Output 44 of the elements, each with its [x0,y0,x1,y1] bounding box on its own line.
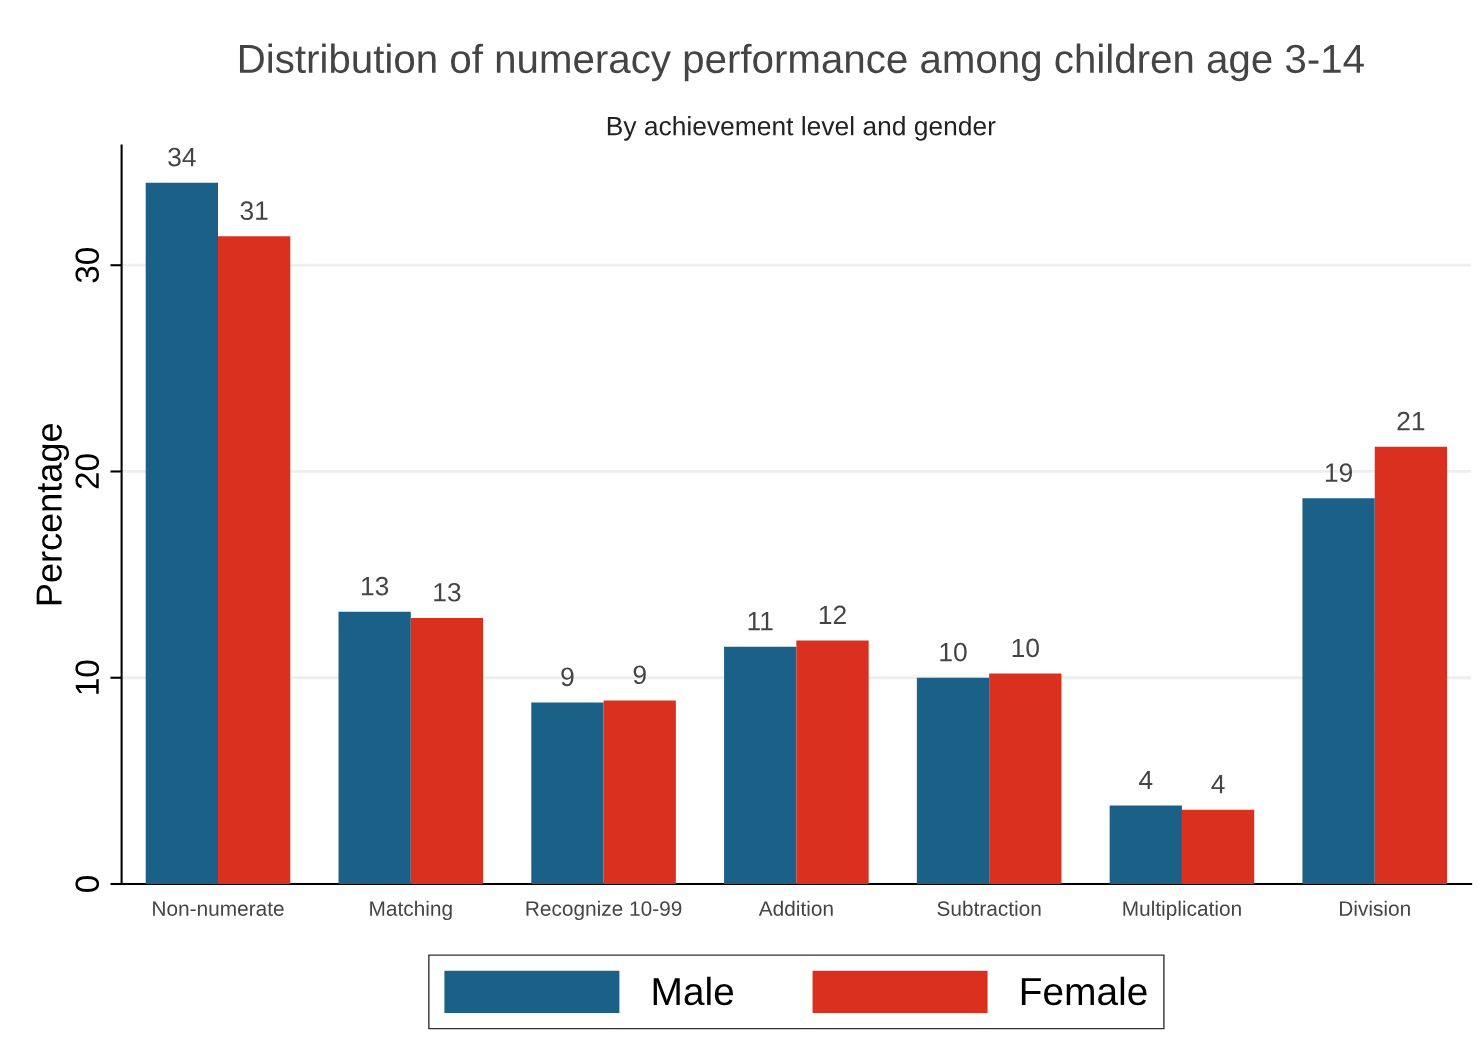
bar [338,611,411,884]
legend-label: Female [1021,976,1147,1006]
data-label: 10 [1012,638,1039,658]
data-label: 4 [1211,775,1225,794]
y-tick-label: 20 [75,454,100,489]
x-tick-label: Recognize 10-99 [526,900,682,921]
chart-title: Distribution of numeracy performance among children age 3-14 [239,43,1364,82]
y-tick-label: 10 [75,660,100,694]
x-tick-label: Multiplication [1123,900,1241,921]
bar [1109,805,1182,884]
bar [724,646,797,884]
data-label: 13 [434,582,461,602]
bar [796,640,869,884]
bar [603,700,676,884]
bar [1374,446,1448,884]
data-label: 9 [633,665,646,685]
y-tick-label: 30 [75,247,100,283]
bar [916,677,990,884]
data-label: 34 [168,147,196,167]
bar [145,182,218,884]
bar [1181,809,1255,884]
legend-label: Male [653,976,734,1006]
y-tick-label: 0 [75,876,100,892]
y-axis-title: Percentage [36,424,70,605]
chart-subtitle: By achievement level and gender [607,116,996,141]
x-tick-label: Division [1339,900,1410,916]
data-label: 9 [561,667,574,687]
bar [989,673,1062,884]
bar [1302,498,1375,884]
data-label: 31 [240,201,268,221]
data-label: 4 [1139,770,1153,790]
bar [410,617,484,884]
data-label: 11 [748,612,773,631]
data-label: 12 [819,605,846,625]
data-label: 10 [940,642,967,662]
x-tick-label: Addition [758,900,833,916]
data-label: 19 [1325,463,1353,482]
bar [218,236,291,884]
x-tick-label: Matching [370,900,452,921]
data-label: 21 [1397,411,1425,431]
data-label: 13 [361,576,389,596]
x-tick-label: Non-numerate [153,901,284,916]
bar [531,702,604,884]
x-tick-label: Subtraction [937,900,1041,916]
